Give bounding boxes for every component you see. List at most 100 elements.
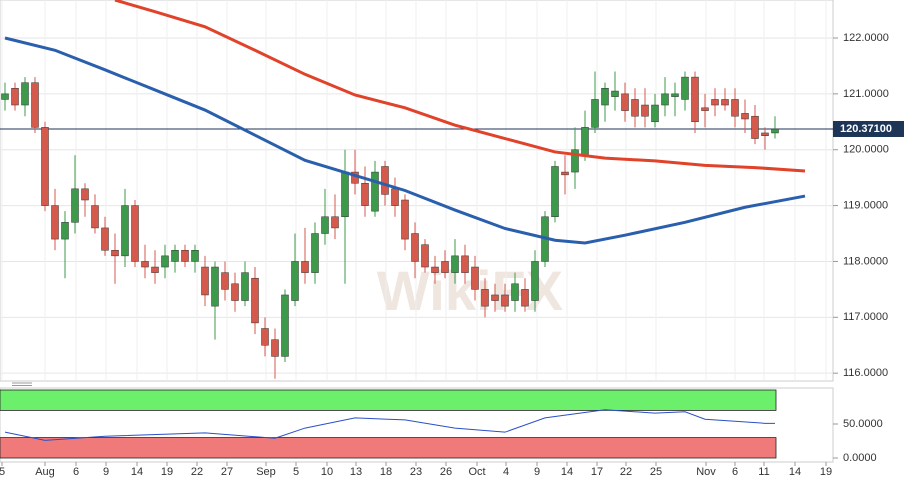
candle-body: [41, 127, 49, 206]
candle-body: [201, 266, 209, 296]
candle-body: [401, 199, 409, 240]
candle-body: [171, 250, 179, 262]
candle-body: [111, 250, 119, 257]
candle-body: [651, 104, 659, 123]
y-tick-label: 119.0000: [843, 199, 888, 211]
candle-body: [91, 205, 99, 229]
x-tick-label: 14: [131, 466, 143, 478]
candle-body: [611, 90, 619, 97]
candle-body: [551, 166, 559, 218]
candle-body: [271, 339, 279, 357]
y-tick-label: 122.0000: [843, 32, 889, 44]
y-tick-label: 117.0000: [843, 311, 888, 323]
candle-body: [431, 266, 439, 273]
candle-body: [151, 266, 159, 273]
candle-body: [211, 266, 219, 307]
candle-body: [81, 188, 89, 201]
candle-body: [701, 107, 709, 111]
x-tick-label: 14: [561, 466, 573, 478]
candle-body: [31, 82, 39, 128]
candle-body: [461, 255, 469, 273]
oscillator-line: [4, 409, 775, 441]
x-tick-label: 5: [293, 466, 299, 478]
candle-body: [301, 261, 309, 273]
candle-body: [341, 171, 349, 218]
x-tick-label: Sep: [256, 466, 276, 478]
candle-body: [501, 294, 509, 307]
oscillator-area: [0, 389, 777, 459]
panel-grip: [12, 382, 32, 386]
x-tick-label: 11: [758, 466, 769, 478]
candle-body: [11, 88, 19, 106]
y-tick-label: 116.0000: [843, 367, 888, 379]
candle-body: [321, 216, 329, 234]
candle-body: [521, 289, 529, 307]
candle-body: [421, 244, 429, 268]
candle-body: [181, 250, 189, 262]
candle-body: [481, 289, 489, 307]
y-tick-label: 118.0000: [843, 255, 888, 267]
candle-body: [511, 283, 519, 301]
x-tick-label: 13: [350, 466, 362, 478]
x-tick-label: 9: [103, 466, 109, 478]
candle-body: [21, 82, 29, 106]
moving-average-line: [4, 36, 806, 245]
x-tick-label: 17: [591, 466, 603, 478]
price-tag: [833, 120, 904, 137]
candle-body: [451, 255, 459, 273]
candle-body: [761, 132, 769, 137]
candle-body: [571, 149, 579, 173]
plot-area: [0, 0, 833, 379]
candle-body: [711, 99, 719, 106]
candle-body: [531, 261, 539, 301]
candle-body: [561, 171, 569, 176]
candle-body: [391, 188, 399, 206]
x-tick-label: 18: [380, 466, 392, 478]
candle-body: [71, 188, 79, 223]
y-tick-label: 50.0000: [843, 418, 883, 430]
candle-body: [471, 266, 479, 290]
candle-body: [631, 99, 639, 117]
candle-body: [101, 227, 109, 251]
candle-body: [281, 294, 289, 357]
moving-average-line: [114, 0, 806, 173]
y-tick-label: 121.0000: [843, 88, 889, 100]
candle-body: [731, 99, 739, 117]
candle-body: [51, 205, 59, 240]
candle-body: [251, 277, 259, 324]
x-tick-label: 5: [0, 466, 5, 478]
x-tick-label: 19: [161, 466, 173, 478]
candle-body: [291, 261, 299, 301]
candle-body: [491, 294, 499, 301]
x-tick-label: 19: [820, 466, 832, 478]
x-tick-label: Nov: [696, 466, 716, 478]
oscillator-band: [0, 437, 777, 459]
candle-body: [231, 283, 239, 301]
candle-body: [441, 261, 449, 273]
candle-body: [741, 113, 749, 120]
x-tick-label: 22: [620, 466, 632, 478]
y-tick-label: 120.0000: [843, 144, 889, 156]
candle-body: [671, 93, 679, 97]
candle-body: [161, 255, 169, 268]
candle-body: [221, 272, 229, 290]
candle-body: [581, 127, 589, 156]
candle-body: [661, 93, 669, 106]
candle-body: [591, 99, 599, 128]
candle-body: [361, 182, 369, 206]
candle-body: [61, 222, 69, 240]
candle-body: [721, 99, 729, 106]
x-tick-label: 9: [534, 466, 540, 478]
x-tick-label: 26: [440, 466, 452, 478]
candle-body: [751, 115, 759, 139]
x-tick-label: 14: [789, 466, 801, 478]
candle-body: [311, 233, 319, 273]
candle-body: [191, 250, 199, 262]
x-tick-label: 6: [732, 466, 738, 478]
candle-body: [601, 88, 609, 106]
x-tick-label: 27: [221, 466, 233, 478]
x-tick-label: 6: [73, 466, 79, 478]
candle-body: [411, 233, 419, 262]
candle-body: [131, 205, 139, 262]
